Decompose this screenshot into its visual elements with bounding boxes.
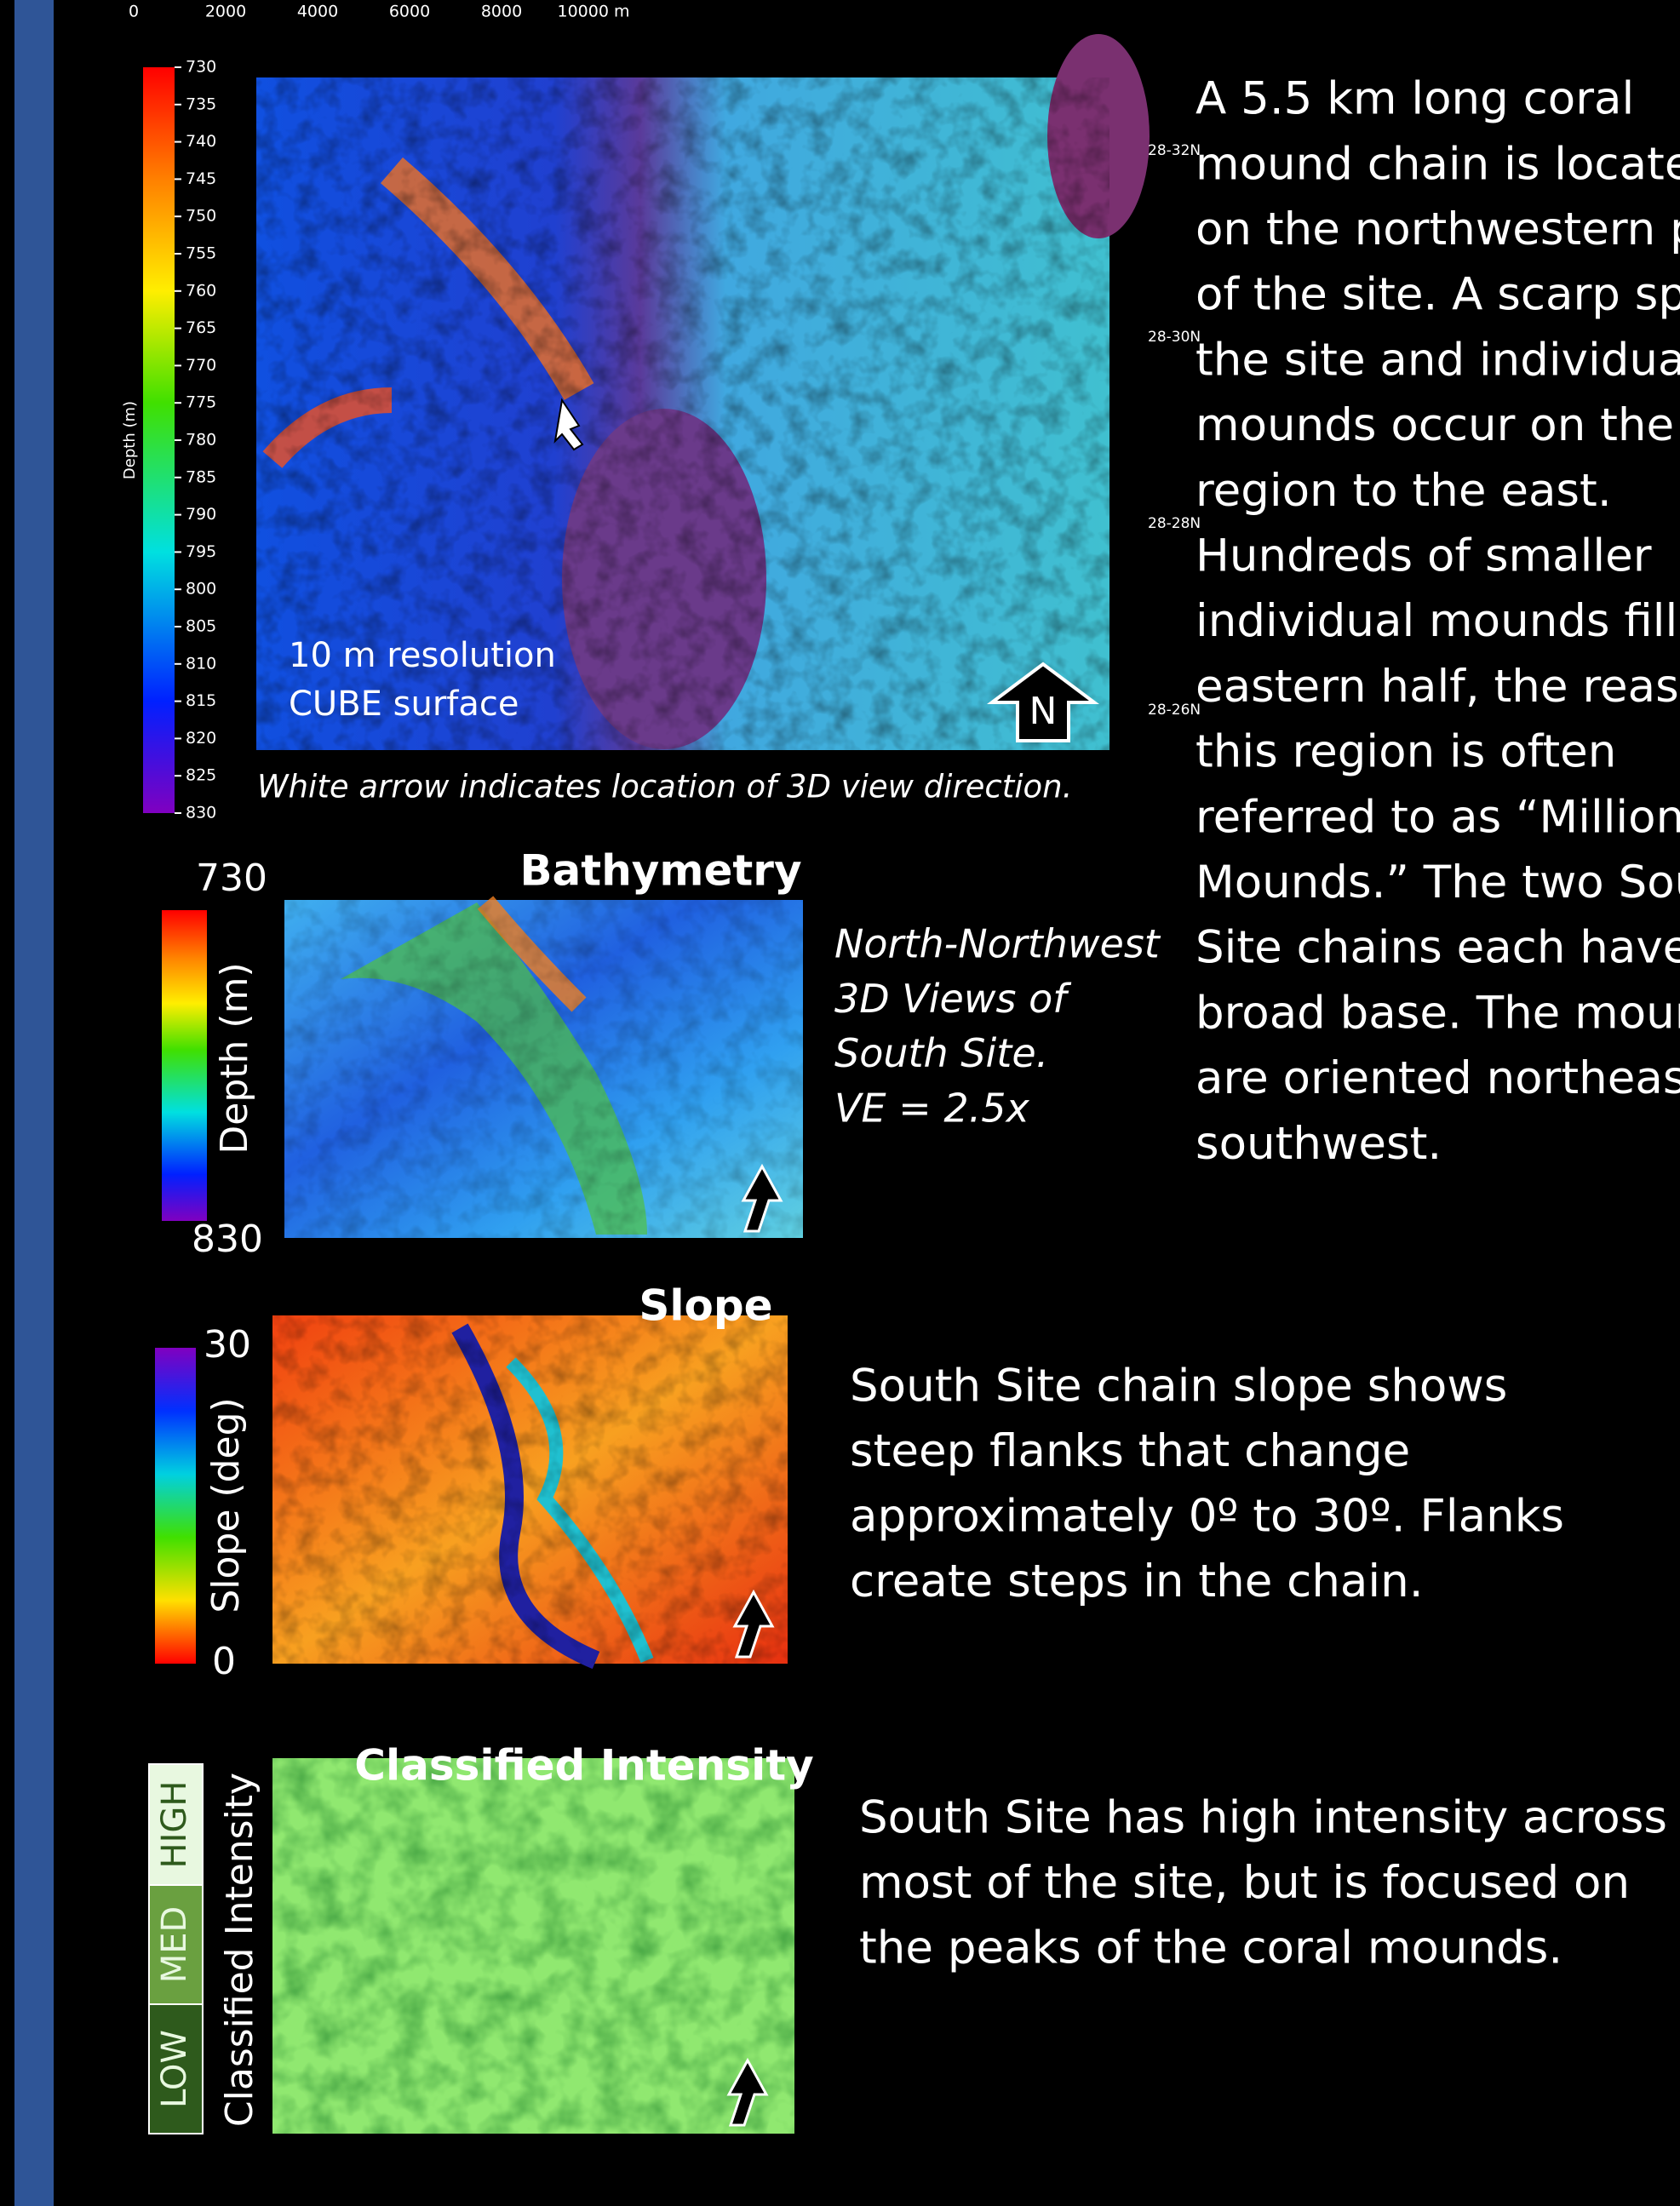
tick-label: 770 [186,356,216,375]
text-line: South Site has high intensity across [859,1792,1667,1844]
tick-label: 745 [186,169,216,188]
tick-label: 730 [186,58,216,77]
intensity-image [272,1758,794,2134]
latitude-label: 28-28N [1148,515,1201,532]
text-line: steep flanks that change [850,1425,1410,1477]
colorbar-label: Classified Intensity [218,1773,261,2127]
map-overlay: CUBE surface [289,685,519,724]
bathymetry-image [284,900,803,1238]
tick-label: 775 [186,393,216,412]
scale-label: 4000 [297,3,338,21]
tick-label: 785 [186,467,216,486]
tick-label: 760 [186,281,216,300]
scale-label: 10000 m [558,3,630,21]
tick-label: 750 [186,207,216,226]
tick-label: 795 [186,542,216,561]
colorbar-bottom: 0 [212,1640,236,1683]
colorbar [155,1348,196,1664]
panel-title: Bathymetry [519,846,801,896]
colorbar-top: 730 [196,857,267,900]
colorbar-ticks: 730 735 740 745 750 755 760 765 770 775 780 785 790 7… [175,58,216,822]
text-line: Hundreds of smaller [1195,530,1652,582]
colorbar-label: Slope (deg) [204,1397,248,1613]
colorbar-top: 30 [204,1323,251,1367]
slope-text: South Site chain slope shows steep flanks… [850,1361,1564,1608]
legend-label: HIGH [155,1781,194,1869]
tick-label: 805 [186,617,216,636]
text-line: referred to as “Million [1195,791,1680,843]
intensity-text: South Site has high intensity across most… [859,1792,1667,1974]
side-stripe [14,0,54,2206]
latitude-label: 28-32N [1148,142,1201,159]
colorbar-label: Depth (m) [121,401,139,479]
scale-label: 0 [129,3,139,21]
legend-label: LOW [155,2030,194,2108]
tick-label: 810 [186,654,216,673]
latitude-label: 28-26N [1148,702,1201,719]
map-overlay: 10 m resolution [289,636,556,675]
tick-label: 735 [186,95,216,113]
north-label: N [1029,690,1058,733]
scale-bar: 0 2000 4000 6000 8000 10000 m [129,3,630,21]
text-line: eastern half, the reaso [1195,661,1680,713]
tick-label: 755 [186,244,216,263]
text-line: mound chain is locate [1195,138,1680,190]
page: N 10 m resolution CUBE surface White arr… [0,0,1680,2206]
poster: N 10 m resolution CUBE surface White arr… [0,0,1680,2206]
text-line: mounds occur on the f [1195,399,1680,451]
text-line: most of the site, but is focused on [859,1857,1630,1909]
legend-label: MED [155,1906,194,1984]
depth-colorbar [143,67,175,813]
text-line: South Site chain slope shows [850,1361,1507,1412]
text-line: Mounds.” The two Sou [1195,857,1680,908]
scale-label: 8000 [481,3,522,21]
latitude-label: 28-30N [1148,329,1201,346]
text-line: approximately 0º to 30º. Flanks [850,1491,1564,1543]
text-line: of the site. A scarp spl [1195,269,1680,321]
bathymetry-caption: North-Northwest 3D Views of South Site. VE … [834,921,1161,1132]
text-line: South Site. [834,1030,1048,1076]
tick-label: 780 [186,431,216,450]
slope-image [272,1315,788,1664]
tick-label: 765 [186,318,216,337]
scale-label: 2000 [205,3,246,21]
panel-title: Slope [639,1281,772,1331]
text-line: create steps in the chain. [850,1556,1424,1607]
text-line: southwest. [1195,1118,1442,1170]
tick-label: 825 [186,766,216,785]
text-line: A 5.5 km long coral [1195,73,1634,125]
colorbar-label: Depth (m) [213,962,256,1154]
text-line: region to the east. [1195,465,1612,517]
tick-label: 815 [186,691,216,710]
text-line: broad base. The moun [1195,987,1680,1039]
text-line: VE = 2.5x [834,1085,1029,1131]
text-line: the site and individual [1195,334,1680,386]
map-caption: White arrow indicates location of 3D vie… [257,769,1072,805]
colorbar [162,910,207,1221]
tick-label: 800 [186,580,216,599]
text-line: North-Northwest [834,921,1161,967]
text-line: are oriented northeast [1195,1052,1680,1104]
tick-label: 790 [186,505,216,524]
text-line: on the northwestern p [1195,203,1680,255]
tick-label: 820 [186,729,216,748]
panel-title: Classified Intensity [354,1741,813,1791]
text-line: the peaks of the coral mounds. [859,1922,1562,1974]
colorbar-bottom: 830 [192,1218,263,1261]
description: A 5.5 km long coral mound chain is locate… [1195,73,1680,1170]
text-line: 3D Views of [834,976,1071,1022]
text-line: Site chains each have a [1195,922,1680,974]
tick-label: 830 [186,804,216,822]
text-line: this region is often [1195,726,1616,778]
tick-label: 740 [186,132,216,151]
scale-label: 6000 [389,3,430,21]
latitude-labels: 28-32N 28-30N 28-28N 28-26N [1148,142,1201,719]
text-line: individual mounds fill [1195,595,1677,647]
